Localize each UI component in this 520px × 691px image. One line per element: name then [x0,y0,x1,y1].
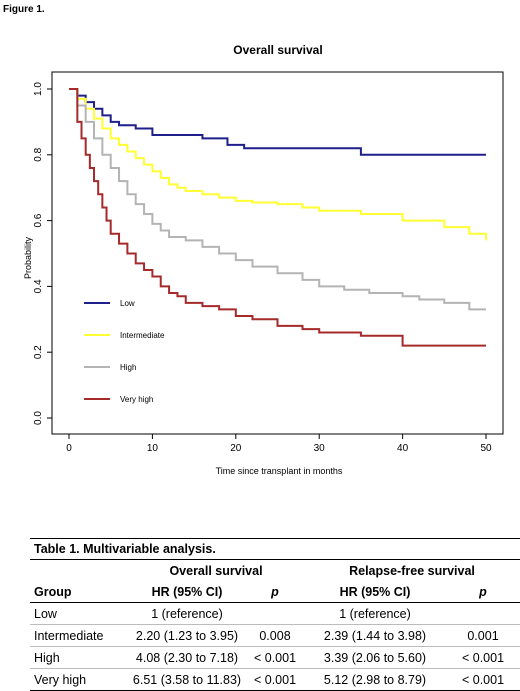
y-tick-label: 0.4 [33,279,44,293]
y-tick-label: 0.6 [33,213,44,227]
table-cell-group: Very high [30,668,128,691]
legend: Low Intermediate High Very high [84,299,165,404]
series-line-intermediate [69,88,487,241]
table-header-row: Group HR (95% CI) p HR (95% CI) p [30,581,520,603]
x-tick-label: 50 [480,443,492,454]
figure-label: Figure 1. [3,4,45,15]
table-cell-os-p [246,602,304,625]
column-header-rfs-p: p [446,581,520,603]
table-cell-os-p: < 0.001 [246,646,304,669]
y-tick-label: 0.0 [33,411,44,425]
multivariable-table: Table 1. Multivariable analysis. Overall… [30,538,520,691]
series-line-high [69,88,486,311]
table-row: Very high 6.51 (3.58 to 11.83) < 0.001 5… [30,668,520,691]
x-tick-label: 40 [397,443,409,454]
table-cell-rfs-hr: 3.39 (2.06 to 5.60) [304,646,446,669]
table-cell-rfs-hr: 2.39 (1.44 to 3.98) [304,624,446,647]
x-axis: 0 10 20 30 40 50 [66,434,492,454]
y-tick-label: 0.8 [33,147,44,161]
table-cell-os-p: < 0.001 [246,668,304,691]
table-cell-group: High [30,646,128,669]
column-header-os-hr: HR (95% CI) [128,581,246,603]
y-tick-label: 1.0 [33,82,44,96]
table-cell-rfs-p: < 0.001 [446,646,520,669]
table-group-header-blank [30,559,128,581]
multivariable-table-container: Table 1. Multivariable analysis. Overall… [30,538,520,691]
y-axis-label: Probability [23,236,33,279]
table-cell-group: Low [30,602,128,625]
survival-chart: Overall survival 0 10 20 30 40 50 0.00.20.40.… [23,43,504,476]
table-caption: Table 1. Multivariable analysis. [30,538,520,560]
series-group [69,88,487,347]
x-tick-label: 0 [66,443,72,454]
group-header-overall-survival: Overall survival [128,559,304,581]
table-cell-os-hr: 1 (reference) [128,602,246,625]
table-cell-rfs-p: 0.001 [446,624,520,647]
series-line-low [69,88,486,156]
x-tick-label: 10 [147,443,159,454]
table-cell-os-p: 0.008 [246,624,304,647]
column-header-os-p: p [246,581,304,603]
table-cell-rfs-p: < 0.001 [446,668,520,691]
group-header-relapse-free-survival: Relapse-free survival [304,559,520,581]
x-tick-label: 30 [314,443,326,454]
table-cell-os-hr: 2.20 (1.23 to 3.95) [128,624,246,647]
table-cell-rfs-hr: 1 (reference) [304,602,446,625]
table-row: Low 1 (reference) 1 (reference) [30,602,520,625]
x-tick-label: 20 [230,443,242,454]
chart-title: Overall survival [233,43,322,57]
legend-label: High [120,363,136,372]
table-group-header-row: Overall survival Relapse-free survival [30,559,520,581]
table-row: Intermediate 2.20 (1.23 to 3.95) 0.008 2… [30,624,520,647]
column-header-rfs-hr: HR (95% CI) [304,581,446,603]
x-axis-label: Time since transplant in months [216,466,343,476]
series-line-very-high [69,88,486,347]
table-row: High 4.08 (2.30 to 7.18) < 0.001 3.39 (2… [30,646,520,669]
table-cell-os-hr: 6.51 (3.58 to 11.83) [128,668,246,691]
legend-label: Low [120,299,135,308]
table-cell-rfs-p [446,602,520,625]
table-cell-rfs-hr: 5.12 (2.98 to 8.79) [304,668,446,691]
legend-label: Very high [120,395,153,404]
y-axis: 0.0 0.2 0.4 0.6 0.8 1.0 [33,82,52,425]
table-cell-os-hr: 4.08 (2.30 to 7.18) [128,646,246,669]
table-cell-group: Intermediate [30,624,128,647]
legend-label: Intermediate [120,331,165,340]
column-header-group: Group [30,581,128,603]
plot-frame [51,71,504,435]
y-tick-label: 0.2 [33,345,44,359]
